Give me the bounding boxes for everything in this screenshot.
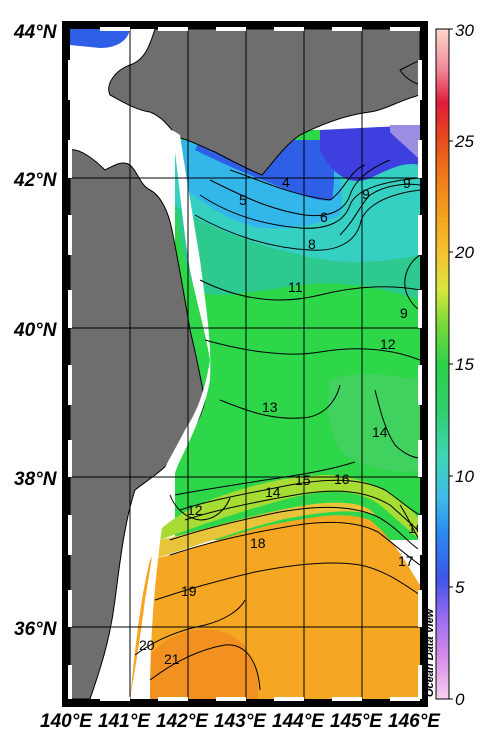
contour-18 xyxy=(169,521,420,566)
coastal-no-data xyxy=(130,130,211,699)
contour-20 xyxy=(134,599,246,656)
graticule xyxy=(70,29,420,699)
lon-label-141: 141°E xyxy=(98,711,151,732)
lon-label-140: 140°E xyxy=(40,711,93,732)
sst-zone-21 xyxy=(130,629,259,699)
longitude-labels: 140°E 141°E 142°E 143°E 144°E 145°E 146°… xyxy=(40,711,441,732)
contour-21 xyxy=(149,644,261,691)
honshu xyxy=(70,149,206,699)
colorbar-label-5: 5 xyxy=(455,578,465,597)
contour-label: 14 xyxy=(372,424,388,440)
colorbar-label-20: 20 xyxy=(454,243,474,262)
colorbar-ticks xyxy=(449,28,453,700)
contour-8 xyxy=(194,189,420,251)
latitude-labels: 44°N 42°N 40°N 38°N 36°N xyxy=(13,22,58,640)
lon-label-144: 144°E xyxy=(272,711,325,732)
contour-15 xyxy=(179,479,420,516)
contour-label: 9 xyxy=(400,305,408,321)
ne-island xyxy=(399,59,420,86)
contour-label: 21 xyxy=(164,651,180,667)
colorbar-label-0: 0 xyxy=(455,690,465,709)
lon-label-145: 145°E xyxy=(330,711,383,732)
contour-label: 6 xyxy=(320,209,328,225)
contour-label: 20 xyxy=(139,637,155,653)
contour-label: 16 xyxy=(334,471,350,487)
contour-label: 9 xyxy=(403,175,411,191)
contour-19 xyxy=(154,562,420,601)
contour-label: 4 xyxy=(282,174,290,190)
land xyxy=(70,29,420,699)
hokkaido xyxy=(108,29,420,176)
lat-label-44: 44°N xyxy=(13,22,58,43)
contour-9a xyxy=(339,183,420,236)
map-frame xyxy=(62,21,428,707)
contour-label: 18 xyxy=(250,535,266,551)
contour-14b xyxy=(174,461,356,496)
colorbar xyxy=(435,28,450,700)
sst-zone-10 xyxy=(175,200,420,300)
contour-label: 11 xyxy=(288,279,303,295)
contour-13 xyxy=(219,384,341,419)
map-frame-ticks xyxy=(68,27,422,701)
contour-label: 15 xyxy=(295,472,311,488)
sst-zone-3 xyxy=(320,125,420,181)
contour-label: 12 xyxy=(187,502,203,518)
sst-zone-nw xyxy=(70,29,130,48)
colorbar-label-15: 15 xyxy=(455,355,474,374)
lon-label-146: 146°E xyxy=(388,711,441,732)
lat-label-38: 38°N xyxy=(14,469,58,490)
lat-label-42: 42°N xyxy=(13,170,58,191)
colorbar-labels: 30 25 20 15 10 5 0 xyxy=(454,21,474,709)
contour-6 xyxy=(199,177,420,229)
sst-zone-17 xyxy=(150,502,375,560)
lon-label-142: 142°E xyxy=(156,711,209,732)
contour-label: 12 xyxy=(380,336,396,352)
contour-label: 5 xyxy=(239,192,247,208)
colorbar-label-30: 30 xyxy=(455,21,474,40)
contour-label: 19 xyxy=(181,583,197,599)
contour-label: 17 xyxy=(398,553,414,569)
odv-credit: Ocean Data View xyxy=(424,607,436,697)
colorbar-label-10: 10 xyxy=(455,467,474,486)
sst-zone-15 xyxy=(160,475,420,540)
lat-label-40: 40°N xyxy=(13,320,58,341)
sst-zone-1 xyxy=(390,125,420,160)
contour-11 xyxy=(199,279,420,301)
colorbar-label-25: 25 xyxy=(454,132,474,151)
contour-12 xyxy=(204,339,420,361)
contour-label: 13 xyxy=(262,399,278,415)
lon-label-143: 143°E xyxy=(214,711,267,732)
contour-label: 8 xyxy=(308,236,316,252)
contour-16 xyxy=(184,490,420,533)
contour-17 xyxy=(169,506,420,551)
contour-lines xyxy=(134,159,420,691)
contour-label: 9 xyxy=(362,186,370,202)
lat-label-36: 36°N xyxy=(14,619,58,640)
contour-12b xyxy=(169,494,231,521)
contour-label: 14 xyxy=(265,484,281,500)
contour-14a xyxy=(374,389,420,459)
